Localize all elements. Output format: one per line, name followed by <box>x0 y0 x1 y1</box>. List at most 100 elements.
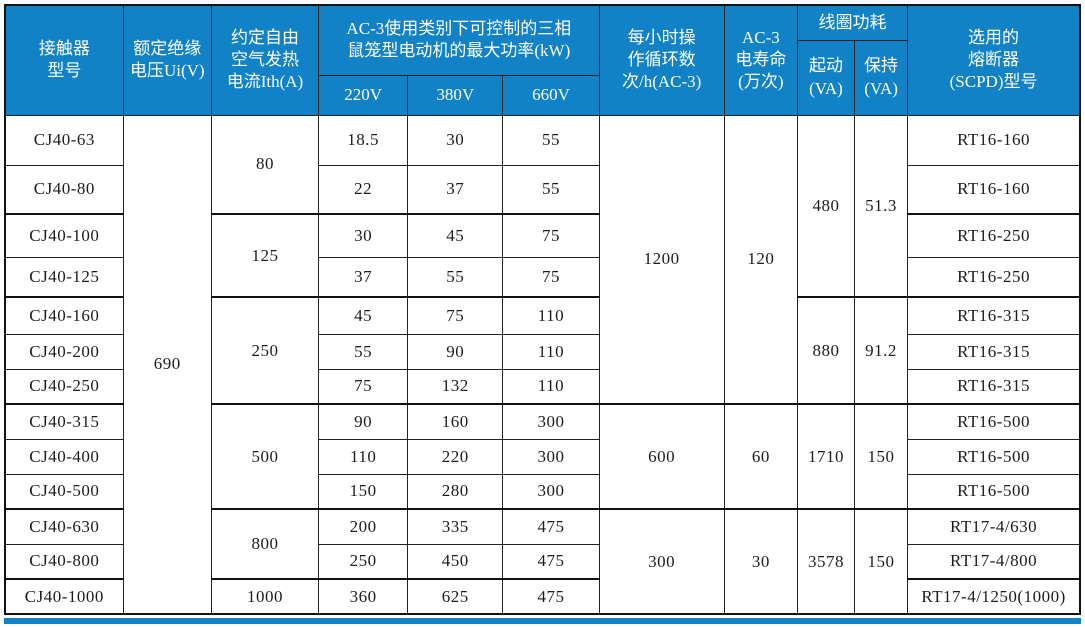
model-cell: CJ40-630 <box>4 508 124 545</box>
model-cell: CJ40-100 <box>4 213 124 258</box>
life-cell: 120 <box>723 114 798 405</box>
table-row: CJ40-1000 1000 360 625 475 RT17-4/1250(1… <box>4 578 1081 615</box>
fuse-cell: RT16-315 <box>907 333 1081 370</box>
ith-cell: 80 <box>210 114 320 215</box>
power-220-cell: 55 <box>318 333 409 370</box>
header-life: AC-3 电寿命 (万次) <box>723 4 798 116</box>
model-cell: CJ40-63 <box>4 114 124 166</box>
fuse-cell: RT16-250 <box>907 256 1081 298</box>
table-row: CJ40-630 800 200 335 475 300 30 3578 150… <box>4 508 1081 615</box>
model-cell: CJ40-250 <box>4 368 124 405</box>
power-220-cell: 75 <box>318 368 409 405</box>
header-coil-group: 线圈功耗 <box>796 4 909 41</box>
power-660-cell: 55 <box>502 164 600 215</box>
header-660v: 660V <box>502 74 600 116</box>
power-380-cell: 280 <box>407 473 504 510</box>
fuse-cell: RT16-315 <box>907 368 1081 405</box>
ui-cell: 690 <box>122 114 212 615</box>
table-row: CJ40-800 250 450 475 RT17-4/800 <box>4 543 1081 580</box>
header-220v: 220V <box>318 74 409 116</box>
table-row: CJ40-100 125 30 45 75 RT16-250 <box>4 213 1081 298</box>
power-660-cell: 75 <box>502 213 600 258</box>
coil-start-cell: 1710 <box>796 403 856 510</box>
coil-start-cell: 3578 <box>796 508 856 615</box>
power-660-cell: 475 <box>502 578 600 615</box>
model-cell: CJ40-200 <box>4 333 124 370</box>
power-660-cell: 110 <box>502 333 600 370</box>
power-380-cell: 75 <box>407 296 504 335</box>
model-cell: CJ40-315 <box>4 403 124 440</box>
power-220-cell: 37 <box>318 256 409 298</box>
power-380-cell: 132 <box>407 368 504 405</box>
life-cell: 60 <box>723 403 798 510</box>
power-380-cell: 450 <box>407 543 504 580</box>
power-380-cell: 37 <box>407 164 504 215</box>
power-660-cell: 475 <box>502 508 600 545</box>
fuse-cell: RT16-160 <box>907 114 1081 166</box>
table-row: CJ40-125 37 55 75 RT16-250 <box>4 256 1081 298</box>
fuse-cell: RT17-4/800 <box>907 543 1081 580</box>
power-220-cell: 18.5 <box>318 114 409 166</box>
table-row: CJ40-400 110 220 300 RT16-500 <box>4 438 1081 475</box>
power-380-cell: 220 <box>407 438 504 475</box>
power-660-cell: 300 <box>502 438 600 475</box>
power-220-cell: 22 <box>318 164 409 215</box>
cycles-cell: 600 <box>598 403 725 510</box>
contactor-spec-table: 接触器 型号 额定绝缘 电压Ui(V) 约定自由 空气发热 电流Ith(A) A… <box>4 4 1081 615</box>
model-cell: CJ40-400 <box>4 438 124 475</box>
power-220-cell: 110 <box>318 438 409 475</box>
ith-cell: 500 <box>210 403 320 510</box>
power-220-cell: 150 <box>318 473 409 510</box>
header-power-group: AC-3使用类别下可控制的三相 鼠笼型电动机的最大功率(kW) <box>318 4 600 76</box>
table-row: CJ40-160 250 45 75 110 880 91.2 RT16-315 <box>4 296 1081 405</box>
table-row: CJ40-80 22 37 55 RT16-160 <box>4 164 1081 215</box>
model-cell: CJ40-800 <box>4 543 124 580</box>
fuse-cell: RT16-500 <box>907 438 1081 475</box>
header-ui: 额定绝缘 电压Ui(V) <box>122 4 212 116</box>
power-380-cell: 30 <box>407 114 504 166</box>
coil-hold-cell: 150 <box>853 403 909 510</box>
power-660-cell: 300 <box>502 403 600 440</box>
power-380-cell: 335 <box>407 508 504 545</box>
bottom-accent-bar <box>4 618 1081 624</box>
power-660-cell: 75 <box>502 256 600 298</box>
ith-cell: 125 <box>210 213 320 298</box>
coil-hold-cell: 51.3 <box>853 114 909 298</box>
header-ith: 约定自由 空气发热 电流Ith(A) <box>210 4 320 116</box>
power-220-cell: 360 <box>318 578 409 615</box>
header-model: 接触器 型号 <box>4 4 124 116</box>
cycles-cell: 300 <box>598 508 725 615</box>
power-220-cell: 200 <box>318 508 409 545</box>
power-380-cell: 45 <box>407 213 504 258</box>
model-cell: CJ40-500 <box>4 473 124 510</box>
model-cell: CJ40-160 <box>4 296 124 335</box>
header-cycles: 每小时操 作循环数 次/h(AC-3) <box>598 4 725 116</box>
fuse-cell: RT17-4/630 <box>907 508 1081 545</box>
table-row: CJ40-200 55 90 110 RT16-315 <box>4 333 1081 370</box>
fuse-cell: RT16-500 <box>907 473 1081 510</box>
power-380-cell: 160 <box>407 403 504 440</box>
coil-hold-cell: 91.2 <box>853 296 909 405</box>
table-row: CJ40-500 150 280 300 RT16-500 <box>4 473 1081 510</box>
life-cell: 30 <box>723 508 798 615</box>
coil-start-cell: 480 <box>796 114 856 298</box>
ith-cell: 800 <box>210 508 320 580</box>
fuse-cell: RT17-4/1250(1000) <box>907 578 1081 615</box>
power-660-cell: 110 <box>502 296 600 335</box>
ith-cell: 1000 <box>210 578 320 615</box>
table-row: CJ40-63 690 80 18.5 30 55 1200 120 480 5… <box>4 114 1081 615</box>
model-cell: CJ40-125 <box>4 256 124 298</box>
fuse-cell: RT16-250 <box>907 213 1081 258</box>
coil-start-cell: 880 <box>796 296 856 405</box>
header-fuse: 选用的 熔断器 (SCPD)型号 <box>907 4 1081 116</box>
power-220-cell: 45 <box>318 296 409 335</box>
header-380v: 380V <box>407 74 504 116</box>
header-coil-hold: 保持 (VA) <box>853 39 909 116</box>
fuse-cell: RT16-500 <box>907 403 1081 440</box>
power-380-cell: 55 <box>407 256 504 298</box>
power-380-cell: 90 <box>407 333 504 370</box>
fuse-cell: RT16-160 <box>907 164 1081 215</box>
power-380-cell: 625 <box>407 578 504 615</box>
ith-cell: 250 <box>210 296 320 405</box>
